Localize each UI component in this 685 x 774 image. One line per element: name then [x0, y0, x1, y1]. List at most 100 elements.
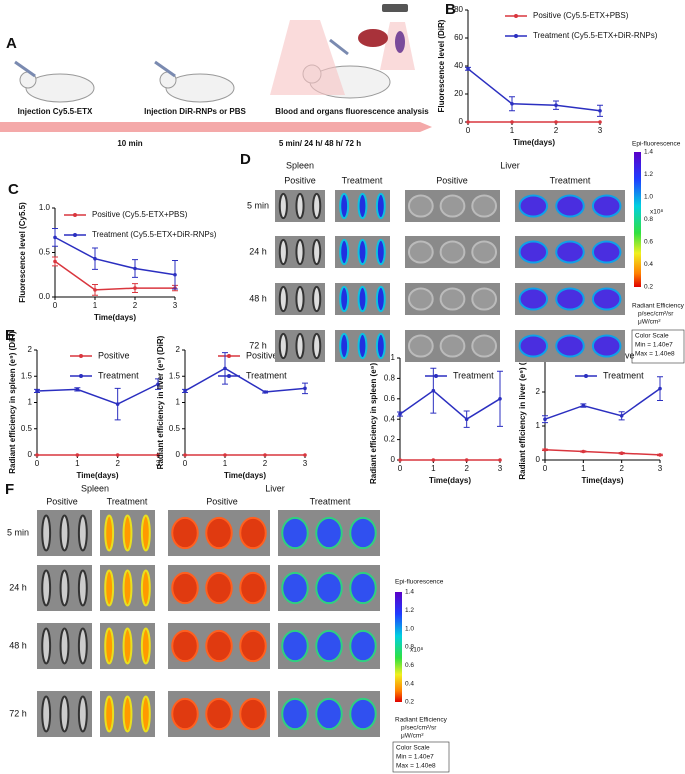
y-tick-label: 0.0: [39, 292, 51, 301]
organ-image: [295, 192, 305, 220]
legend-label: Treatment: [98, 370, 139, 380]
x-axis-title: Time(days): [224, 471, 266, 480]
group-label: Treatment: [550, 175, 591, 185]
y-tick-label: 2: [536, 387, 541, 396]
x-axis-title: Time(days): [429, 476, 471, 485]
y-tick-label: 0.4: [384, 414, 396, 423]
point: [75, 453, 80, 457]
point: [554, 120, 558, 124]
point: [498, 397, 502, 401]
color-scale-text: Min = 1.40e7: [396, 754, 434, 761]
organ-image: [407, 287, 434, 311]
organ-image: [357, 238, 368, 266]
organ-image: [278, 285, 288, 313]
organ-image: [140, 695, 151, 733]
organ-image: [407, 334, 434, 358]
y-tick-label: 0: [391, 455, 396, 464]
row-label: 48 h: [249, 293, 267, 303]
organ-image: [315, 516, 343, 550]
organ-image: [407, 194, 434, 218]
organ-image: [278, 238, 288, 266]
organ-label: Spleen: [81, 483, 109, 493]
organ-image: [239, 516, 267, 550]
point: [464, 458, 469, 462]
series-line: [399, 389, 501, 421]
organ-image: [281, 629, 309, 663]
colorbar-title: Epi-fluorescence: [632, 141, 681, 148]
organ-image: [375, 238, 386, 266]
point: [303, 453, 307, 457]
group-label: Positive: [436, 175, 468, 185]
x-tick-label: 2: [464, 464, 469, 473]
organ-image: [239, 571, 267, 605]
organ-image: [591, 334, 622, 358]
radiant-text: p/sec/cm²/sr: [401, 725, 437, 732]
organ-image: [357, 285, 368, 313]
colorbar-unit: x10⁸: [410, 647, 423, 654]
organ-image: [357, 332, 368, 360]
organ-image: [281, 571, 309, 605]
point: [156, 453, 160, 457]
y-axis-title: Radiant efficiency in liver (e⁹) (Cy5.5): [518, 338, 527, 480]
organ-image: [171, 629, 199, 663]
x-axis-title: Time(days): [581, 476, 623, 485]
x-tick-label: 3: [598, 126, 603, 135]
step-label: Blood and organs fluorescence analysis: [275, 107, 429, 116]
organ-image: [41, 569, 52, 607]
x-tick-label: 1: [581, 464, 586, 473]
light-beam: [270, 20, 345, 95]
colorbar-tick: 0.2: [644, 284, 653, 291]
organ-image: [518, 240, 549, 264]
organ-image: [171, 516, 199, 550]
organ-image: [41, 627, 52, 665]
organ-image: [518, 334, 549, 358]
organ-image: [104, 569, 115, 607]
x-tick-label: 1: [75, 459, 80, 468]
point: [510, 120, 514, 124]
point: [183, 453, 187, 457]
organ-image: [407, 240, 434, 264]
point: [619, 451, 624, 456]
y-tick-label: 0.6: [384, 394, 396, 403]
interval-label: 5 min/ 24 h/ 48 h/ 72 h: [279, 139, 361, 148]
y-axis-title: Radiant efficiency in liver (e⁹) (DiR): [156, 335, 165, 469]
x-tick-label: 0: [543, 464, 548, 473]
organ-image: [339, 285, 350, 313]
series-line: [544, 449, 661, 456]
point: [223, 453, 227, 457]
organ-image: [295, 238, 305, 266]
radiant-text: Radiant Efficiency: [632, 303, 685, 310]
organ-image: [555, 287, 585, 311]
organ-image: [315, 629, 343, 663]
x-axis-title: Time(days): [94, 313, 136, 322]
y-tick-label: 80: [454, 5, 463, 14]
y-tick-label: 20: [454, 89, 463, 98]
point: [543, 448, 547, 452]
y-tick-label: 1: [28, 398, 33, 407]
organ-image: [295, 332, 305, 360]
row-label: 48 h: [9, 640, 27, 650]
organ-image: [349, 697, 377, 731]
organ-image: [375, 285, 386, 313]
y-tick-label: 0.5: [21, 424, 33, 433]
y-tick-label: 0.5: [39, 248, 51, 257]
organ-image: [339, 192, 350, 220]
legend-marker: [73, 213, 77, 217]
color-scale-text: Min = 1.40e7: [635, 342, 673, 349]
color-scale-box: [631, 329, 685, 364]
colorbar-tick: 1.0: [644, 194, 653, 201]
colorbar-tick: 0.8: [644, 216, 653, 223]
organ-image: [41, 695, 52, 733]
organ-image: [59, 627, 70, 665]
row-label: 72 h: [9, 708, 27, 718]
point: [398, 412, 402, 416]
y-tick-label: 1: [176, 398, 181, 407]
group-label: Positive: [46, 496, 78, 506]
organ-image: [439, 240, 466, 264]
point: [223, 366, 227, 371]
group-label: Positive: [284, 175, 316, 185]
imaging-panel: D 5 min 24 h 48 h 72 h Spleen Positive Treatmen…: [240, 141, 685, 364]
spleen-icon: [395, 31, 405, 53]
organ-image: [41, 514, 52, 552]
y-tick-label: 1.5: [169, 371, 181, 380]
